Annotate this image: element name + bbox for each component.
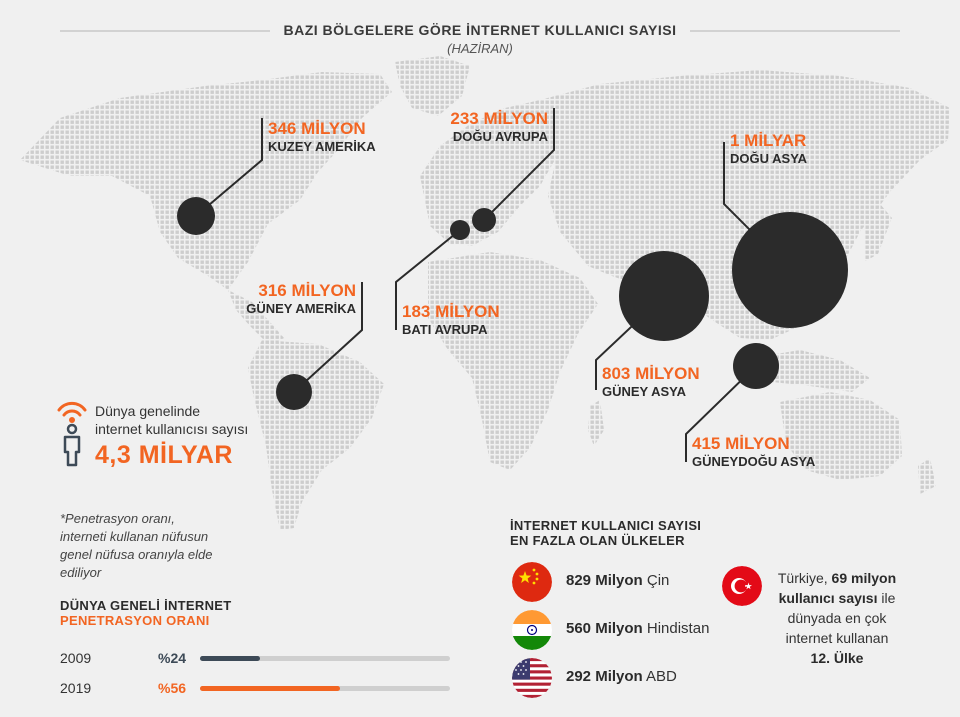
penetration-title: DÜNYA GENELİ İNTERNET bbox=[60, 598, 232, 613]
leader-line-guneydogu-asya bbox=[685, 365, 757, 462]
world-users-total: 4,3 MİLYAR bbox=[95, 441, 233, 469]
region-value: 803 MİLYON bbox=[602, 364, 700, 383]
region-value: 233 MİLYON bbox=[450, 109, 548, 128]
bubble-bati-avrupa bbox=[450, 220, 470, 240]
region-value: 415 MİLYON bbox=[692, 434, 790, 453]
region-name: BATI AVRUPA bbox=[402, 322, 488, 337]
top-countries-heading: İNTERNET KULLANICI SAYISI EN FAZLA OLAN … bbox=[510, 518, 701, 548]
leader-line-guney-amerika bbox=[293, 282, 363, 393]
region-label-bati-avrupa: 183 MİLYON BATI AVRUPA bbox=[402, 302, 500, 337]
china-flag-icon bbox=[512, 562, 552, 602]
page-title: BAZI BÖLGELERE GÖRE İNTERNET KULLANICI S… bbox=[283, 22, 677, 38]
turkey-note: Türkiye, 69 milyon kullanıcı sayısı ile … bbox=[762, 568, 912, 668]
turkey-line-4: internet kullanan bbox=[785, 630, 889, 646]
penetration-heading: DÜNYA GENELİ İNTERNET PENETRASYON ORANI bbox=[60, 598, 231, 628]
region-name: DOĞU ASYA bbox=[730, 151, 808, 166]
region-name: GÜNEYDOĞU ASYA bbox=[692, 454, 816, 469]
bubble-guney-amerika bbox=[276, 374, 312, 410]
region-value: 183 MİLYON bbox=[402, 302, 500, 321]
country-item-usa: 292 Milyon ABD bbox=[566, 668, 677, 685]
region-name: DOĞU AVRUPA bbox=[452, 129, 548, 144]
penetration-pct-2019: %56 bbox=[158, 680, 187, 696]
turkey-rank: 12. Ülke bbox=[810, 650, 864, 666]
penetration-bar-2019 bbox=[200, 686, 340, 691]
penetration-year-2009: 2009 bbox=[60, 650, 92, 666]
country-count: 560 Milyon bbox=[566, 620, 643, 637]
bubble-guneydogu-asya bbox=[733, 343, 779, 389]
turkey-line-2-bold: kullanıcı sayısı bbox=[778, 590, 878, 606]
world-caption-line-1: Dünya genelinde bbox=[95, 403, 201, 419]
footnote-line-3: genel nüfusa oranıyla elde bbox=[60, 547, 213, 562]
header-rule-left bbox=[60, 30, 270, 32]
country-item-china: 829 Milyon Çin bbox=[566, 572, 669, 589]
page-subtitle: (HAZİRAN) bbox=[447, 41, 513, 56]
country-name: ABD bbox=[646, 668, 677, 685]
leader-line-dogu-avrupa bbox=[483, 108, 555, 221]
penetration-footnote: *Penetrasyon oranı, interneti kullanan n… bbox=[60, 510, 213, 582]
bubble-kuzey-amerika bbox=[177, 197, 215, 235]
region-label-guney-asya: 803 MİLYON GÜNEY ASYA bbox=[602, 364, 700, 399]
turkey-line-1-pre: Türkiye, bbox=[777, 570, 832, 586]
top-countries-title: İNTERNET KULLANICI SAYISI bbox=[510, 518, 702, 533]
leader-line-bati-avrupa bbox=[395, 229, 461, 330]
penetration-bar-track-2019 bbox=[200, 686, 450, 691]
region-value: 316 MİLYON bbox=[258, 281, 356, 300]
penetration-pct-2009: %24 bbox=[158, 650, 187, 666]
region-name: KUZEY AMERİKA bbox=[268, 139, 376, 154]
country-item-india: 560 Milyon Hindistan bbox=[566, 620, 709, 637]
country-count: 829 Milyon bbox=[566, 572, 643, 589]
footnote-line-4: ediliyor bbox=[60, 565, 102, 580]
country-name: Hindistan bbox=[646, 620, 710, 637]
footnote-line-1: *Penetrasyon oranı, bbox=[60, 511, 175, 526]
turkey-flag-icon bbox=[722, 566, 762, 606]
bubble-dogu-asya bbox=[732, 212, 848, 328]
country-name: Çin bbox=[646, 572, 670, 589]
region-label-guney-amerika: 316 MİLYON GÜNEY AMERİKA bbox=[240, 281, 356, 316]
india-flag-icon bbox=[512, 610, 552, 650]
region-label-dogu-asya: 1 MİLYAR DOĞU ASYA bbox=[730, 131, 807, 166]
region-value: 1 MİLYAR bbox=[730, 131, 807, 150]
turkey-users-count: 69 milyon bbox=[831, 570, 897, 586]
region-label-guneydogu-asya: 415 MİLYON GÜNEYDOĞU ASYA bbox=[692, 434, 815, 469]
world-caption-line-2: internet kullanıcısı sayısı bbox=[95, 421, 249, 437]
region-name: GÜNEY ASYA bbox=[602, 384, 687, 399]
bubble-guney-asya bbox=[619, 251, 709, 341]
turkey-line-3: dünyada en çok bbox=[787, 610, 887, 626]
top-countries-subtitle: EN FAZLA OLAN ÜLKELER bbox=[510, 533, 685, 548]
turkey-line-2-post: ile bbox=[877, 590, 896, 606]
penetration-bar-track-2009 bbox=[200, 656, 450, 661]
region-value: 346 MİLYON bbox=[268, 119, 366, 138]
penetration-year-2019: 2019 bbox=[60, 680, 92, 696]
penetration-bar-2009 bbox=[200, 656, 260, 661]
usa-flag-icon bbox=[512, 658, 552, 698]
header-rule-right bbox=[690, 30, 900, 32]
country-count: 292 Milyon bbox=[566, 668, 643, 685]
world-users-caption: Dünya genelinde internet kullanıcısı say… bbox=[95, 402, 248, 438]
leader-line-kuzey-amerika bbox=[195, 118, 263, 217]
footnote-line-2: interneti kullanan nüfusun bbox=[60, 529, 209, 544]
region-name: GÜNEY AMERİKA bbox=[246, 301, 356, 316]
region-label-dogu-avrupa: 233 MİLYON DOĞU AVRUPA bbox=[444, 109, 548, 144]
internet-user-icon bbox=[57, 401, 87, 467]
penetration-subtitle: PENETRASYON ORANI bbox=[60, 613, 210, 628]
bubble-dogu-avrupa bbox=[472, 208, 496, 232]
region-label-kuzey-amerika: 346 MİLYON KUZEY AMERİKA bbox=[268, 119, 376, 154]
